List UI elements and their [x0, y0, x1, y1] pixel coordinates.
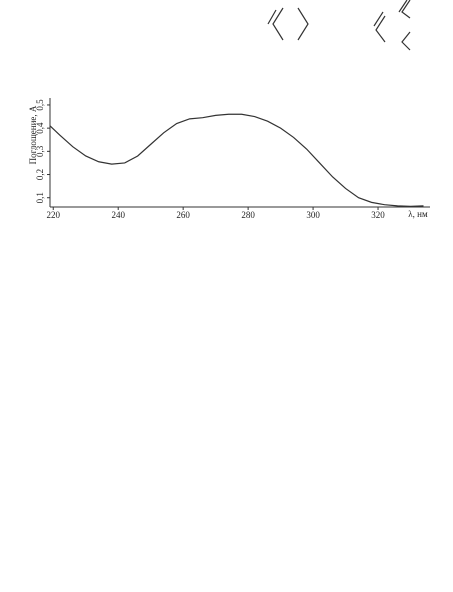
x-tick-label: 260: [176, 210, 190, 220]
y-tick-label: 0,4: [35, 122, 45, 134]
structure-bond: [267, 7, 284, 41]
x-tick-label: 240: [111, 210, 125, 220]
x-tick-label: 300: [306, 210, 320, 220]
y-axis-title: Поглощение, A: [28, 105, 38, 164]
structure-bond: [398, 0, 411, 19]
spectrum-line: [49, 113, 424, 207]
structure-bond: [297, 7, 309, 41]
x-tick-label: 220: [46, 210, 60, 220]
x-tick-label: 320: [371, 210, 385, 220]
y-tick-label: 0,2: [35, 169, 45, 180]
chemical-structure: [267, 0, 411, 51]
x-tick-label: 280: [241, 210, 255, 220]
y-tick-label: 0,5: [35, 99, 45, 111]
y-tick-label: 0,3: [35, 145, 45, 157]
y-tick-label: 0,1: [35, 192, 45, 203]
structure-bond: [401, 31, 411, 51]
x-axis-title: λ, нм: [408, 209, 428, 219]
structure-bond: [373, 11, 386, 43]
